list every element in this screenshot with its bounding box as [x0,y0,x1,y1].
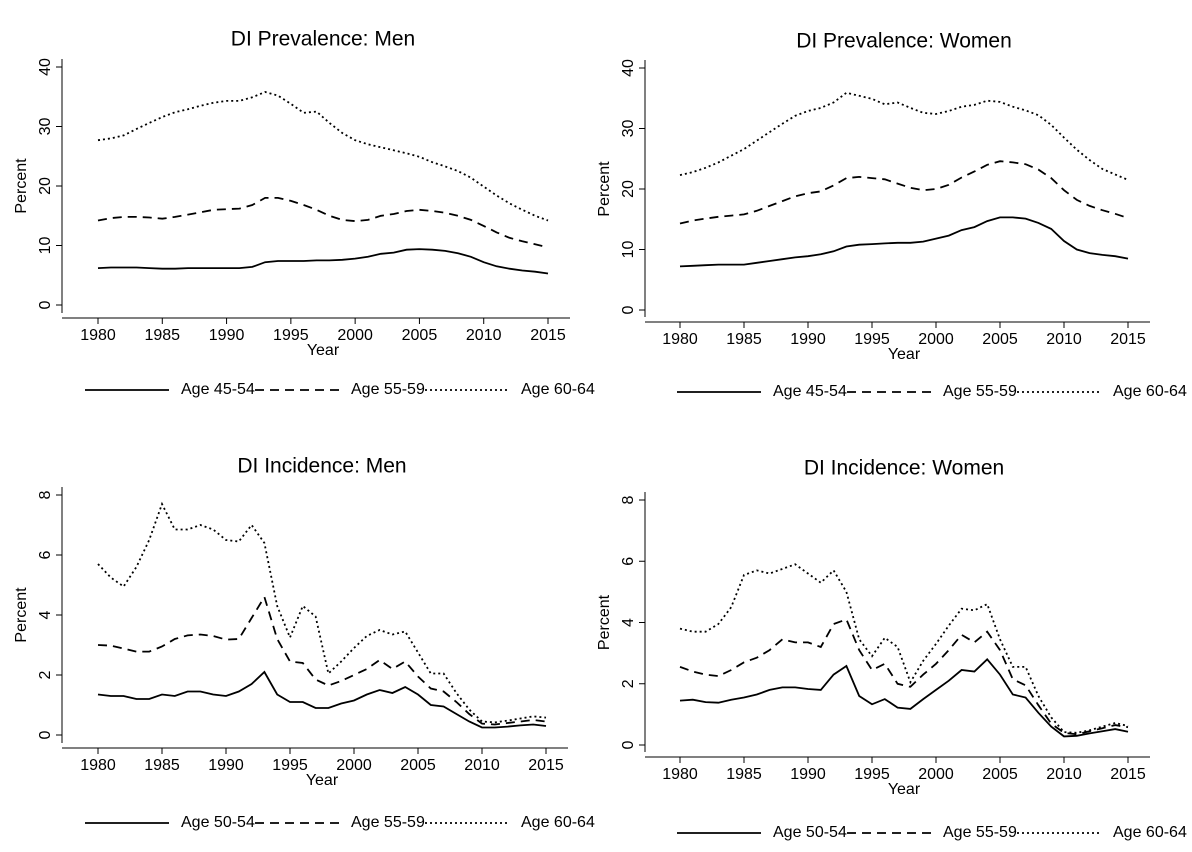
x-tick-label: 1980 [662,766,698,783]
legend-label: Age 45-54 [773,383,847,400]
x-tick-label: 2015 [1110,766,1146,783]
y-tick-label: 6 [620,557,637,566]
y-tick-label: 0 [620,305,637,314]
y-tick-label: 30 [620,120,637,138]
y-tick-label: 40 [620,59,637,77]
legend-label: Age 60-64 [521,814,595,831]
series-line [97,670,547,729]
y-axis-label: Percent [596,161,613,217]
x-tick-label: 1995 [273,327,309,344]
y-tick-label: 6 [37,550,54,559]
panel: DI Prevalence: Men 0 10 20 30 40 1980 1985 1990 1… [13,28,595,399]
x-tick-label: 2010 [1046,766,1082,783]
chart-title: DI Incidence: Men [237,455,406,478]
x-tick-label: 1990 [208,757,244,774]
panel: DI Incidence: Women 0 2 4 6 8 1980 1985 1990 1995… [596,457,1187,842]
legend-label: Age 45-54 [181,381,255,398]
x-tick-label: 1995 [272,757,308,774]
y-tick-label: 0 [620,740,637,749]
x-tick-label: 2005 [402,327,438,344]
x-tick-label: 1980 [80,327,116,344]
x-axis-label: Year [306,772,339,789]
series-line [679,618,1129,736]
legend-label: Age 55-59 [943,824,1017,841]
x-tick-label: 2000 [337,327,373,344]
x-tick-label: 1985 [144,757,180,774]
y-tick-label: 4 [37,610,54,619]
y-axis-label: Percent [13,587,30,643]
x-tick-label: 2005 [400,757,436,774]
y-tick-label: 10 [37,237,54,255]
x-axis-label: Year [888,346,921,363]
x-tick-label: 2010 [464,757,500,774]
x-tick-label: 1990 [790,331,826,348]
legend-label: Age 55-59 [351,381,425,398]
chart-title: DI Prevalence: Women [796,30,1012,53]
x-tick-label: 1995 [854,331,890,348]
x-tick-label: 1995 [854,766,890,783]
x-tick-label: 1985 [726,766,762,783]
legend-label: Age 50-54 [773,824,847,841]
y-tick-label: 20 [37,177,54,195]
legend-label: Age 55-59 [943,383,1017,400]
x-tick-label: 1985 [144,327,180,344]
x-tick-label: 1980 [80,757,116,774]
series-line [97,501,547,724]
legend-label: Age 60-64 [521,381,595,398]
series-line [97,91,549,222]
x-tick-label: 2015 [528,757,564,774]
x-tick-label: 2000 [336,757,372,774]
series-line [679,216,1129,268]
y-tick-label: 40 [37,58,54,76]
x-tick-label: 2005 [982,766,1018,783]
x-tick-label: 2015 [1110,331,1146,348]
legend-label: Age 60-64 [1113,824,1187,841]
chart-title: DI Prevalence: Men [231,28,415,51]
x-tick-label: 2010 [466,327,502,344]
y-tick-label: 0 [37,300,54,309]
series-line [97,197,549,249]
series-line [679,160,1129,225]
y-tick-label: 0 [37,730,54,739]
x-axis-label: Year [888,781,921,798]
legend-label: Age 60-64 [1113,383,1187,400]
y-tick-label: 8 [37,490,54,499]
y-tick-label: 30 [37,118,54,136]
y-tick-label: 2 [37,670,54,679]
y-tick-label: 2 [620,679,637,688]
series-line [97,248,549,275]
y-tick-label: 8 [620,495,637,504]
x-tick-label: 1980 [662,331,698,348]
panel: DI Incidence: Men 0 2 4 6 8 1980 1985 1990 1995 20… [13,455,595,832]
legend-label: Age 50-54 [181,814,255,831]
x-tick-label: 2010 [1046,331,1082,348]
chart-title: DI Incidence: Women [804,457,1004,480]
series-line [679,91,1129,181]
x-tick-label: 1990 [209,327,245,344]
x-tick-label: 1985 [726,331,762,348]
series-line [679,657,1129,738]
y-axis-label: Percent [596,594,613,650]
x-tick-label: 2000 [918,766,954,783]
x-tick-label: 2000 [918,331,954,348]
y-tick-label: 10 [620,241,637,259]
panel: DI Prevalence: Women 0 10 20 30 40 1980 1985 199… [596,30,1187,401]
series-line [97,594,547,726]
x-tick-label: 2005 [982,331,1018,348]
legend-label: Age 55-59 [351,814,425,831]
y-tick-label: 4 [620,618,637,627]
x-tick-label: 1990 [790,766,826,783]
y-tick-label: 20 [620,180,637,198]
x-axis-label: Year [307,342,340,359]
y-axis-label: Percent [13,158,30,214]
x-tick-label: 2015 [530,327,566,344]
